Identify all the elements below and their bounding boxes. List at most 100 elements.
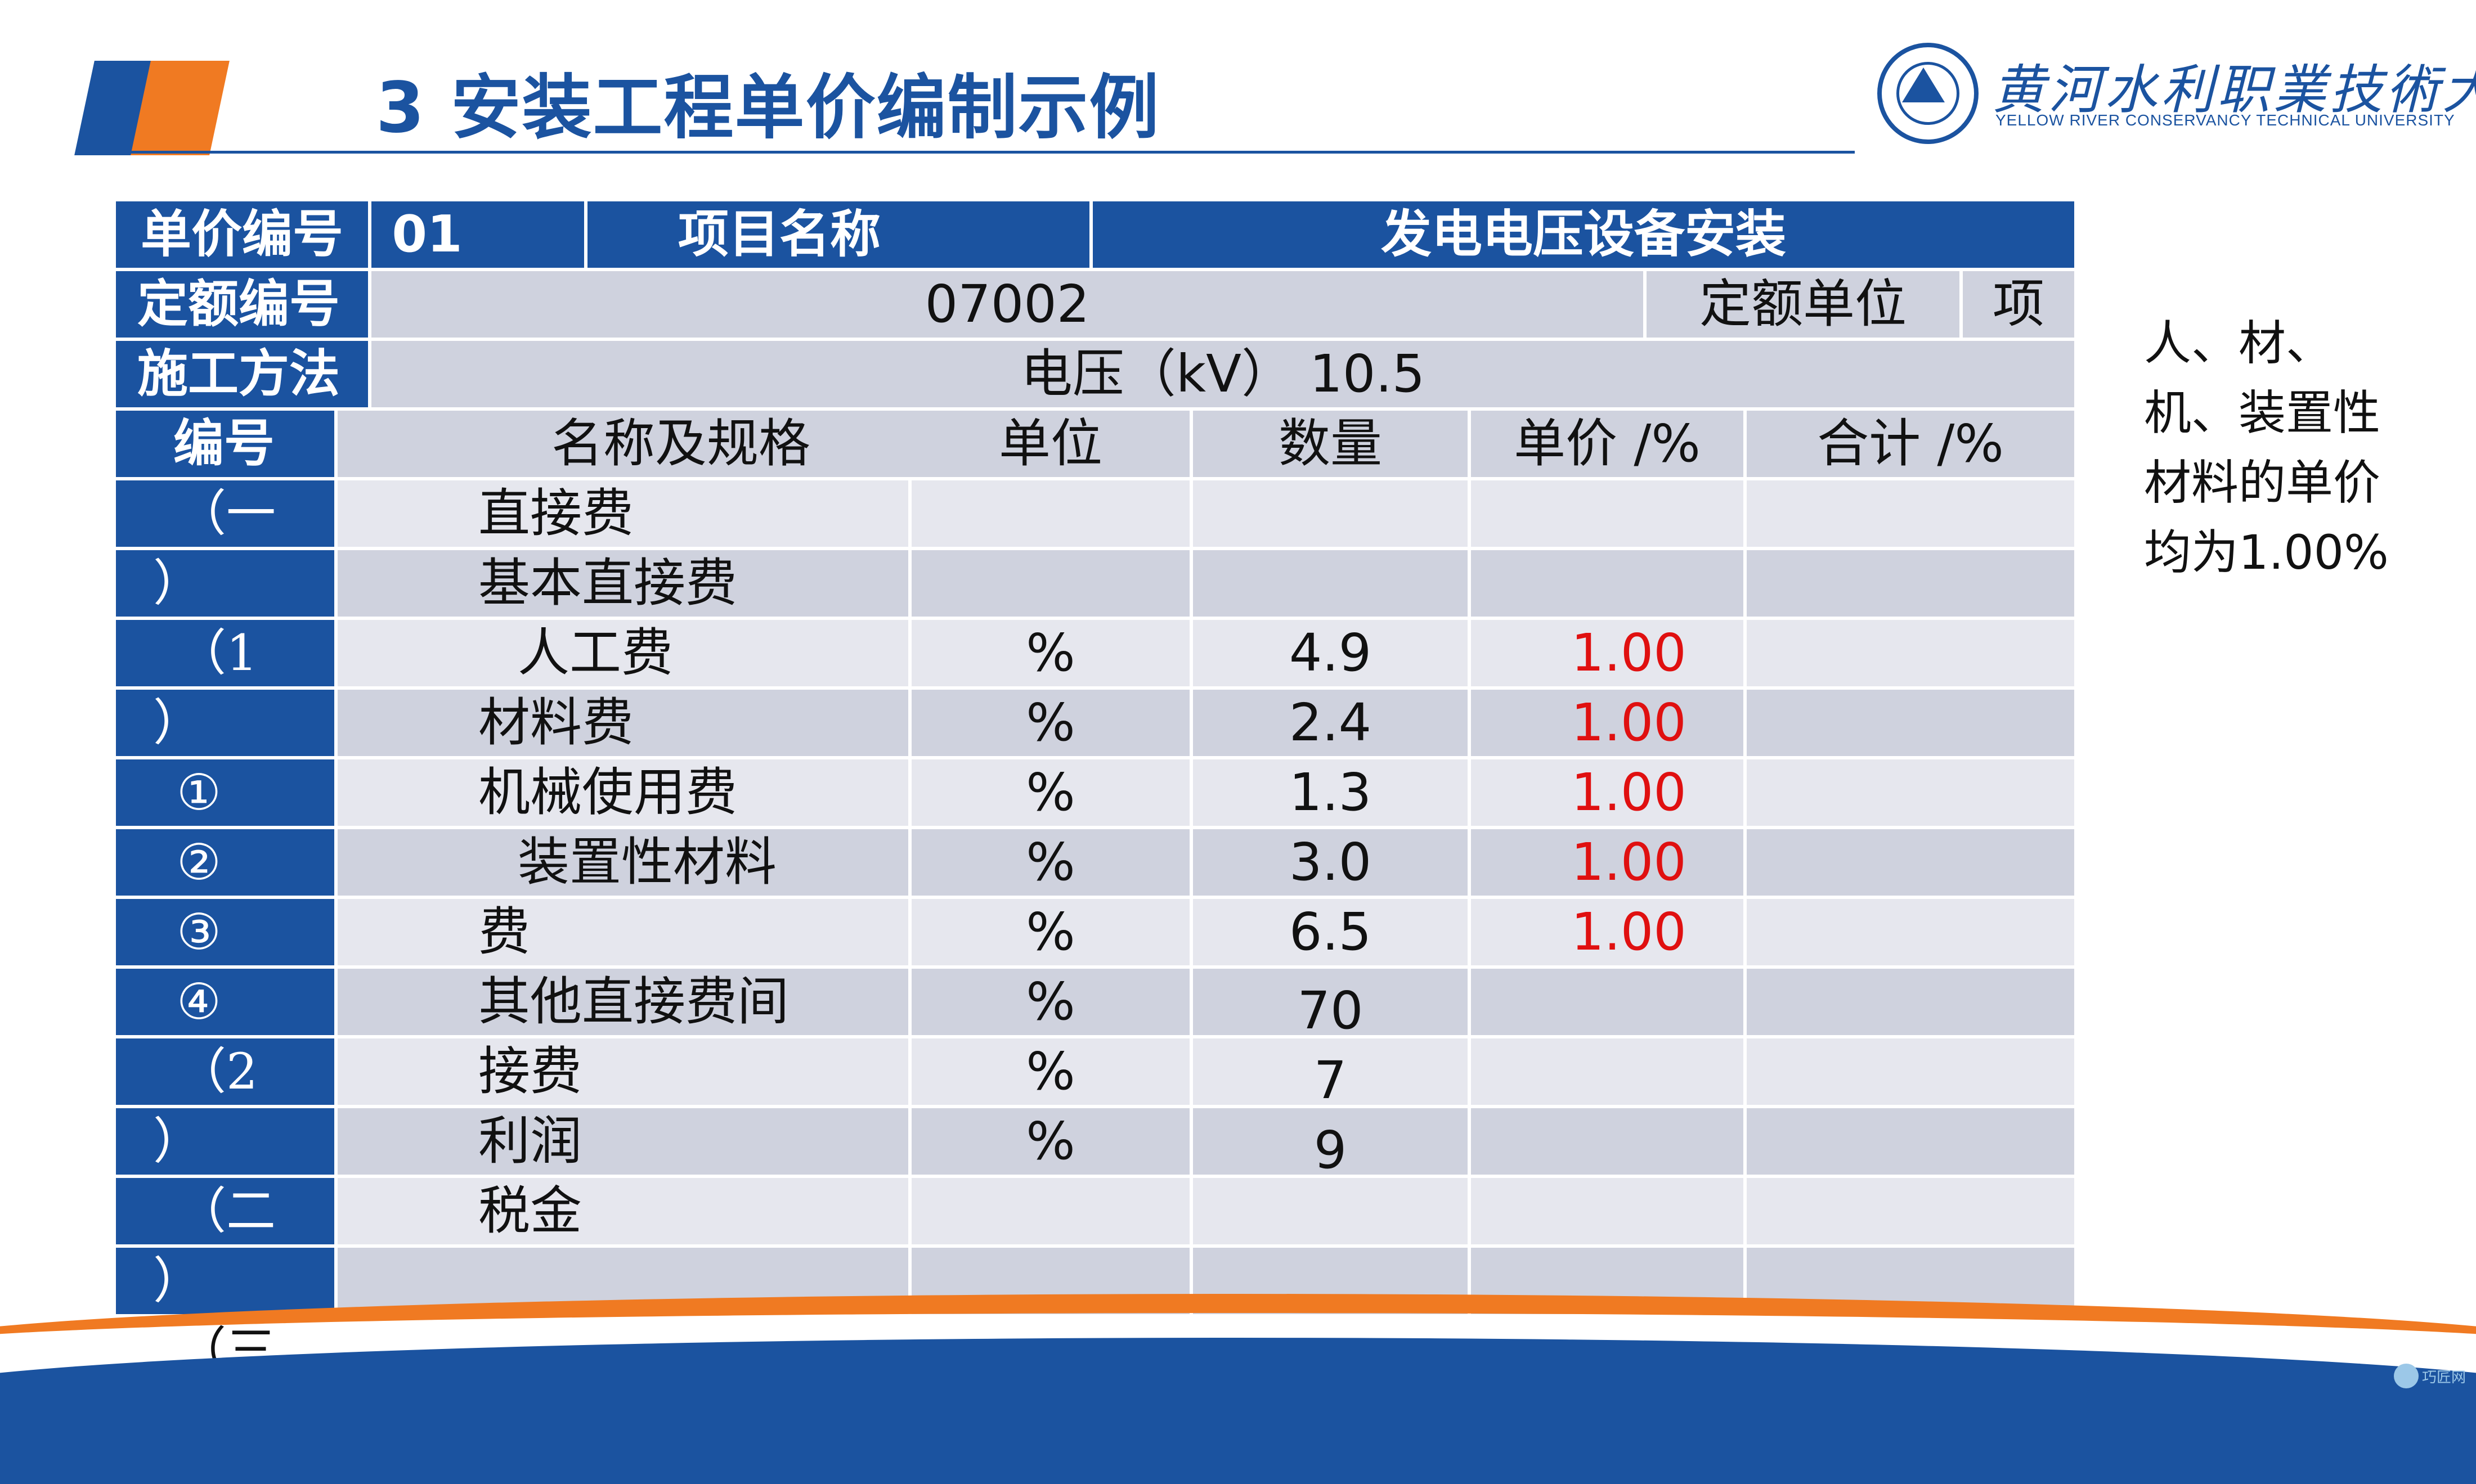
row-7-price: 1.00: [1471, 899, 1743, 965]
logo-english-name: YELLOW RIVER CONSERVANCY TECHNICAL UNIVE…: [1995, 111, 2455, 129]
row-2-name: 基本直接费: [338, 550, 908, 617]
row-10-name-text: 利润: [478, 1111, 582, 1171]
watermark-icon: [2394, 1364, 2419, 1388]
col-header-no: 编号: [116, 411, 334, 477]
row-9-unit: %: [912, 1038, 1190, 1105]
project-name-value: 发电电压设备安装: [1093, 201, 2074, 268]
row-6-unit-text: %: [1026, 832, 1075, 892]
seq-cell: [116, 1178, 334, 1244]
seq-number-line: ①: [177, 763, 221, 821]
seq-number-line: （二: [177, 1182, 276, 1240]
row-8-unit-text: %: [1026, 972, 1075, 1032]
row-3-qty-text: 4.9: [1289, 623, 1372, 683]
row-8-name: 其他直接费间: [338, 969, 908, 1035]
row-1-name: 直接费: [338, 480, 908, 547]
title-underline: [77, 151, 1855, 154]
seq-number-line: ）: [153, 1252, 203, 1310]
row-5-name: 机械使用费: [338, 759, 908, 826]
row-4-unit-text: %: [1026, 692, 1075, 753]
quota-no-label: 定额编号: [116, 271, 368, 338]
col-header-total: 合计 /%: [1747, 411, 2074, 477]
row-9-name: 接费: [338, 1038, 908, 1105]
seq-number-line: （2: [177, 1042, 258, 1100]
seq-cell: [116, 550, 334, 617]
row-5-total: [1747, 759, 2074, 826]
row-6-name: 装置性材料: [338, 829, 908, 896]
row-5-price: 1.00: [1471, 759, 1743, 826]
row-11-price: [1471, 1178, 1743, 1244]
row-10-qty: 9: [1193, 1108, 1468, 1175]
row-4-name: 材料费: [338, 690, 908, 756]
row-10-unit-text: %: [1026, 1111, 1075, 1171]
row-8-qty: 70: [1193, 969, 1468, 1035]
row-7-unit-text: %: [1026, 902, 1075, 962]
row-4-price-text: 1.00: [1571, 692, 1686, 753]
row-8-qty-text: 70: [1297, 981, 1363, 1035]
row-5-qty-text: 1.3: [1289, 762, 1372, 822]
seq-cell: [116, 690, 334, 756]
row-4-qty: 2.4: [1193, 690, 1468, 756]
row-9-price: [1471, 1038, 1743, 1105]
row-6-price: 1.00: [1471, 829, 1743, 896]
row-5-name-text: 机械使用费: [478, 762, 738, 822]
row-11-unit: [912, 1178, 1190, 1244]
row-7-unit: %: [912, 899, 1190, 965]
unit-price-table: 单价编号 01 项目名称 发电电压设备安装 定额编号 07002 定额单位 项 …: [116, 201, 2074, 1449]
row-7-name-text: 费: [478, 902, 531, 962]
col-header-name: 名称及规格: [338, 411, 1024, 477]
row-5-unit-text: %: [1026, 762, 1075, 822]
col-header-qty: 数量: [1193, 411, 1468, 477]
row-10-name: 利润: [338, 1108, 908, 1175]
row-1-unit: [912, 480, 1190, 547]
slide-title: 3 安装工程单价编制示例: [376, 68, 1160, 149]
row-10-total: [1747, 1108, 2074, 1175]
side-note: 人、材、机、装置性材料的单价均为1.00%: [2144, 316, 2389, 580]
row-1-name-text: 直接费: [478, 483, 634, 543]
seq-number-line: ②: [177, 833, 221, 891]
row-9-name-text: 接费: [478, 1041, 582, 1101]
seq-cell: [116, 829, 334, 896]
seq-cell: [116, 480, 334, 547]
footer-blue-wave: [0, 1338, 2476, 1484]
seq-number-line: ④: [177, 973, 221, 1031]
row-8-total: [1747, 969, 2074, 1035]
watermark-text: 巧匠网: [2422, 1369, 2466, 1386]
seq-cell: [116, 620, 334, 686]
row-8-unit: %: [912, 969, 1190, 1035]
row-3-qty: 4.9: [1193, 620, 1468, 686]
row-6-name-text: 装置性材料: [518, 832, 777, 892]
row-11-name-text: 税金: [478, 1181, 582, 1241]
seq-cell: [116, 1038, 334, 1105]
quota-unit-value: 项: [1963, 271, 2074, 338]
row-6-qty: 3.0: [1193, 829, 1468, 896]
row-3-name-text: 人工费: [518, 623, 674, 683]
row-11-name: 税金: [338, 1178, 908, 1244]
row-7-total: [1747, 899, 2074, 965]
row-4-total: [1747, 690, 2074, 756]
row-7-price-text: 1.00: [1571, 902, 1686, 962]
seal-mountain-icon: [1902, 68, 1945, 102]
seq-cell: [116, 1248, 334, 1314]
seq-cell: [116, 1108, 334, 1175]
row-2-total: [1747, 550, 2074, 617]
row-10-unit: %: [912, 1108, 1190, 1175]
row-11-qty: [1193, 1178, 1468, 1244]
row-8-name-text: 其他直接费间: [478, 972, 790, 1032]
row-6-total: [1747, 829, 2074, 896]
quota-unit-label: 定额单位: [1647, 271, 1959, 338]
unit-price-no-value: 01: [371, 201, 584, 268]
unit-price-no-label: 单价编号: [116, 201, 368, 268]
row-3-name: 人工费: [338, 620, 908, 686]
row-7-qty: 6.5: [1193, 899, 1468, 965]
row-2-price: [1471, 550, 1743, 617]
row-9-unit-text: %: [1026, 1041, 1075, 1101]
row-7-name: 费: [338, 899, 908, 965]
seq-cell: [116, 759, 334, 826]
row-4-price: 1.00: [1471, 690, 1743, 756]
row-2-unit: [912, 550, 1190, 617]
row-1-total: [1747, 480, 2074, 547]
seq-number-line: （1: [177, 624, 258, 682]
row-5-unit: %: [912, 759, 1190, 826]
row-6-price-text: 1.00: [1571, 832, 1686, 892]
row-4-unit: %: [912, 690, 1190, 756]
